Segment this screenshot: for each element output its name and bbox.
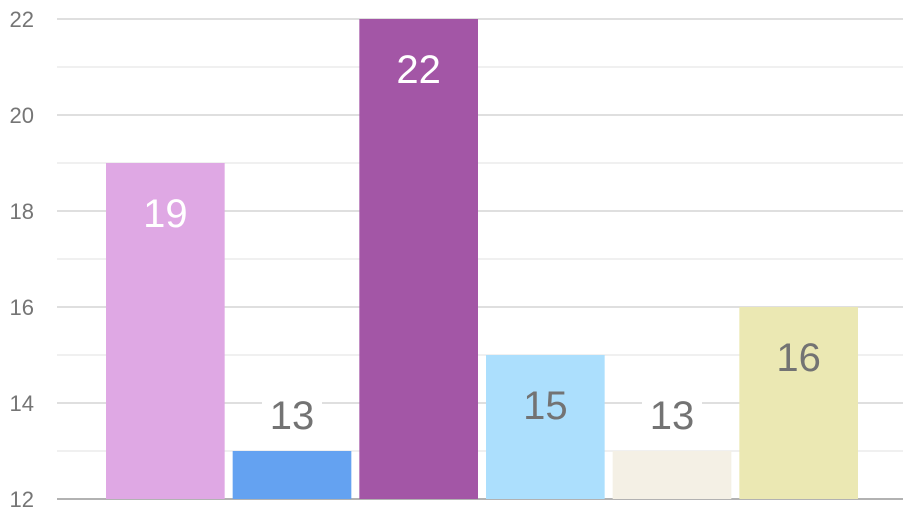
bar: [232, 451, 352, 499]
data-label-background: [262, 397, 322, 437]
data-label: 22: [396, 48, 441, 92]
data-label: 16: [776, 336, 821, 380]
bar: [486, 355, 605, 499]
y-tick-label: 12: [10, 487, 34, 512]
y-tick-label: 18: [10, 199, 34, 224]
bars: [106, 19, 858, 499]
bar: [359, 19, 478, 499]
bar: [106, 163, 225, 499]
data-label: 19: [143, 192, 188, 236]
data-label: 13: [270, 394, 315, 438]
data-label: 13: [650, 394, 695, 438]
bar: [612, 451, 732, 499]
y-tick-label: 20: [10, 103, 34, 128]
bar: [739, 307, 858, 499]
y-tick-label: 14: [10, 391, 34, 416]
data-labels: 19 13 22 15 13 16: [143, 48, 821, 438]
y-axis: 12 14 16 18 20 22: [10, 7, 34, 512]
y-tick-label: 22: [10, 7, 34, 32]
y-tick-label: 16: [10, 295, 34, 320]
data-label-background: [642, 397, 702, 437]
data-label: 15: [523, 384, 568, 428]
